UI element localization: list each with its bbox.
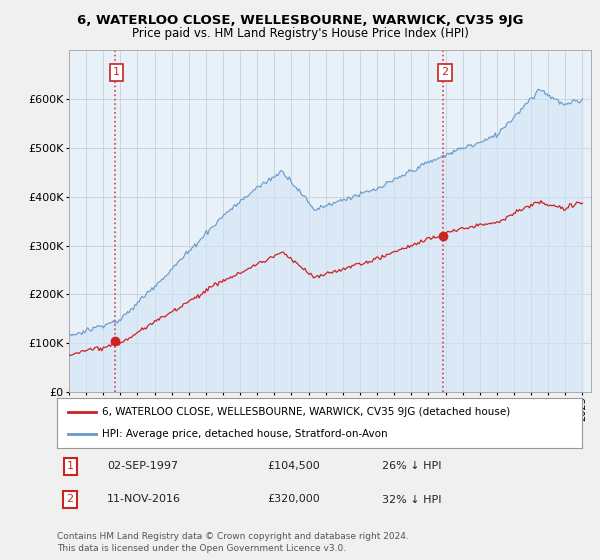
Text: 32% ↓ HPI: 32% ↓ HPI [383,494,442,505]
Text: £320,000: £320,000 [267,494,320,505]
Text: 6, WATERLOO CLOSE, WELLESBOURNE, WARWICK, CV35 9JG: 6, WATERLOO CLOSE, WELLESBOURNE, WARWICK… [77,14,523,27]
Text: 6, WATERLOO CLOSE, WELLESBOURNE, WARWICK, CV35 9JG (detached house): 6, WATERLOO CLOSE, WELLESBOURNE, WARWICK… [101,407,510,417]
Text: 1: 1 [113,68,120,77]
Text: 1: 1 [67,461,74,472]
Text: 11-NOV-2016: 11-NOV-2016 [107,494,181,505]
Text: HPI: Average price, detached house, Stratford-on-Avon: HPI: Average price, detached house, Stra… [101,429,387,439]
Text: 26% ↓ HPI: 26% ↓ HPI [383,461,442,472]
Text: 2: 2 [442,68,449,77]
Text: Price paid vs. HM Land Registry's House Price Index (HPI): Price paid vs. HM Land Registry's House … [131,27,469,40]
Text: Contains HM Land Registry data © Crown copyright and database right 2024.
This d: Contains HM Land Registry data © Crown c… [57,532,409,553]
Text: 02-SEP-1997: 02-SEP-1997 [107,461,178,472]
Text: 2: 2 [67,494,74,505]
Text: £104,500: £104,500 [267,461,320,472]
